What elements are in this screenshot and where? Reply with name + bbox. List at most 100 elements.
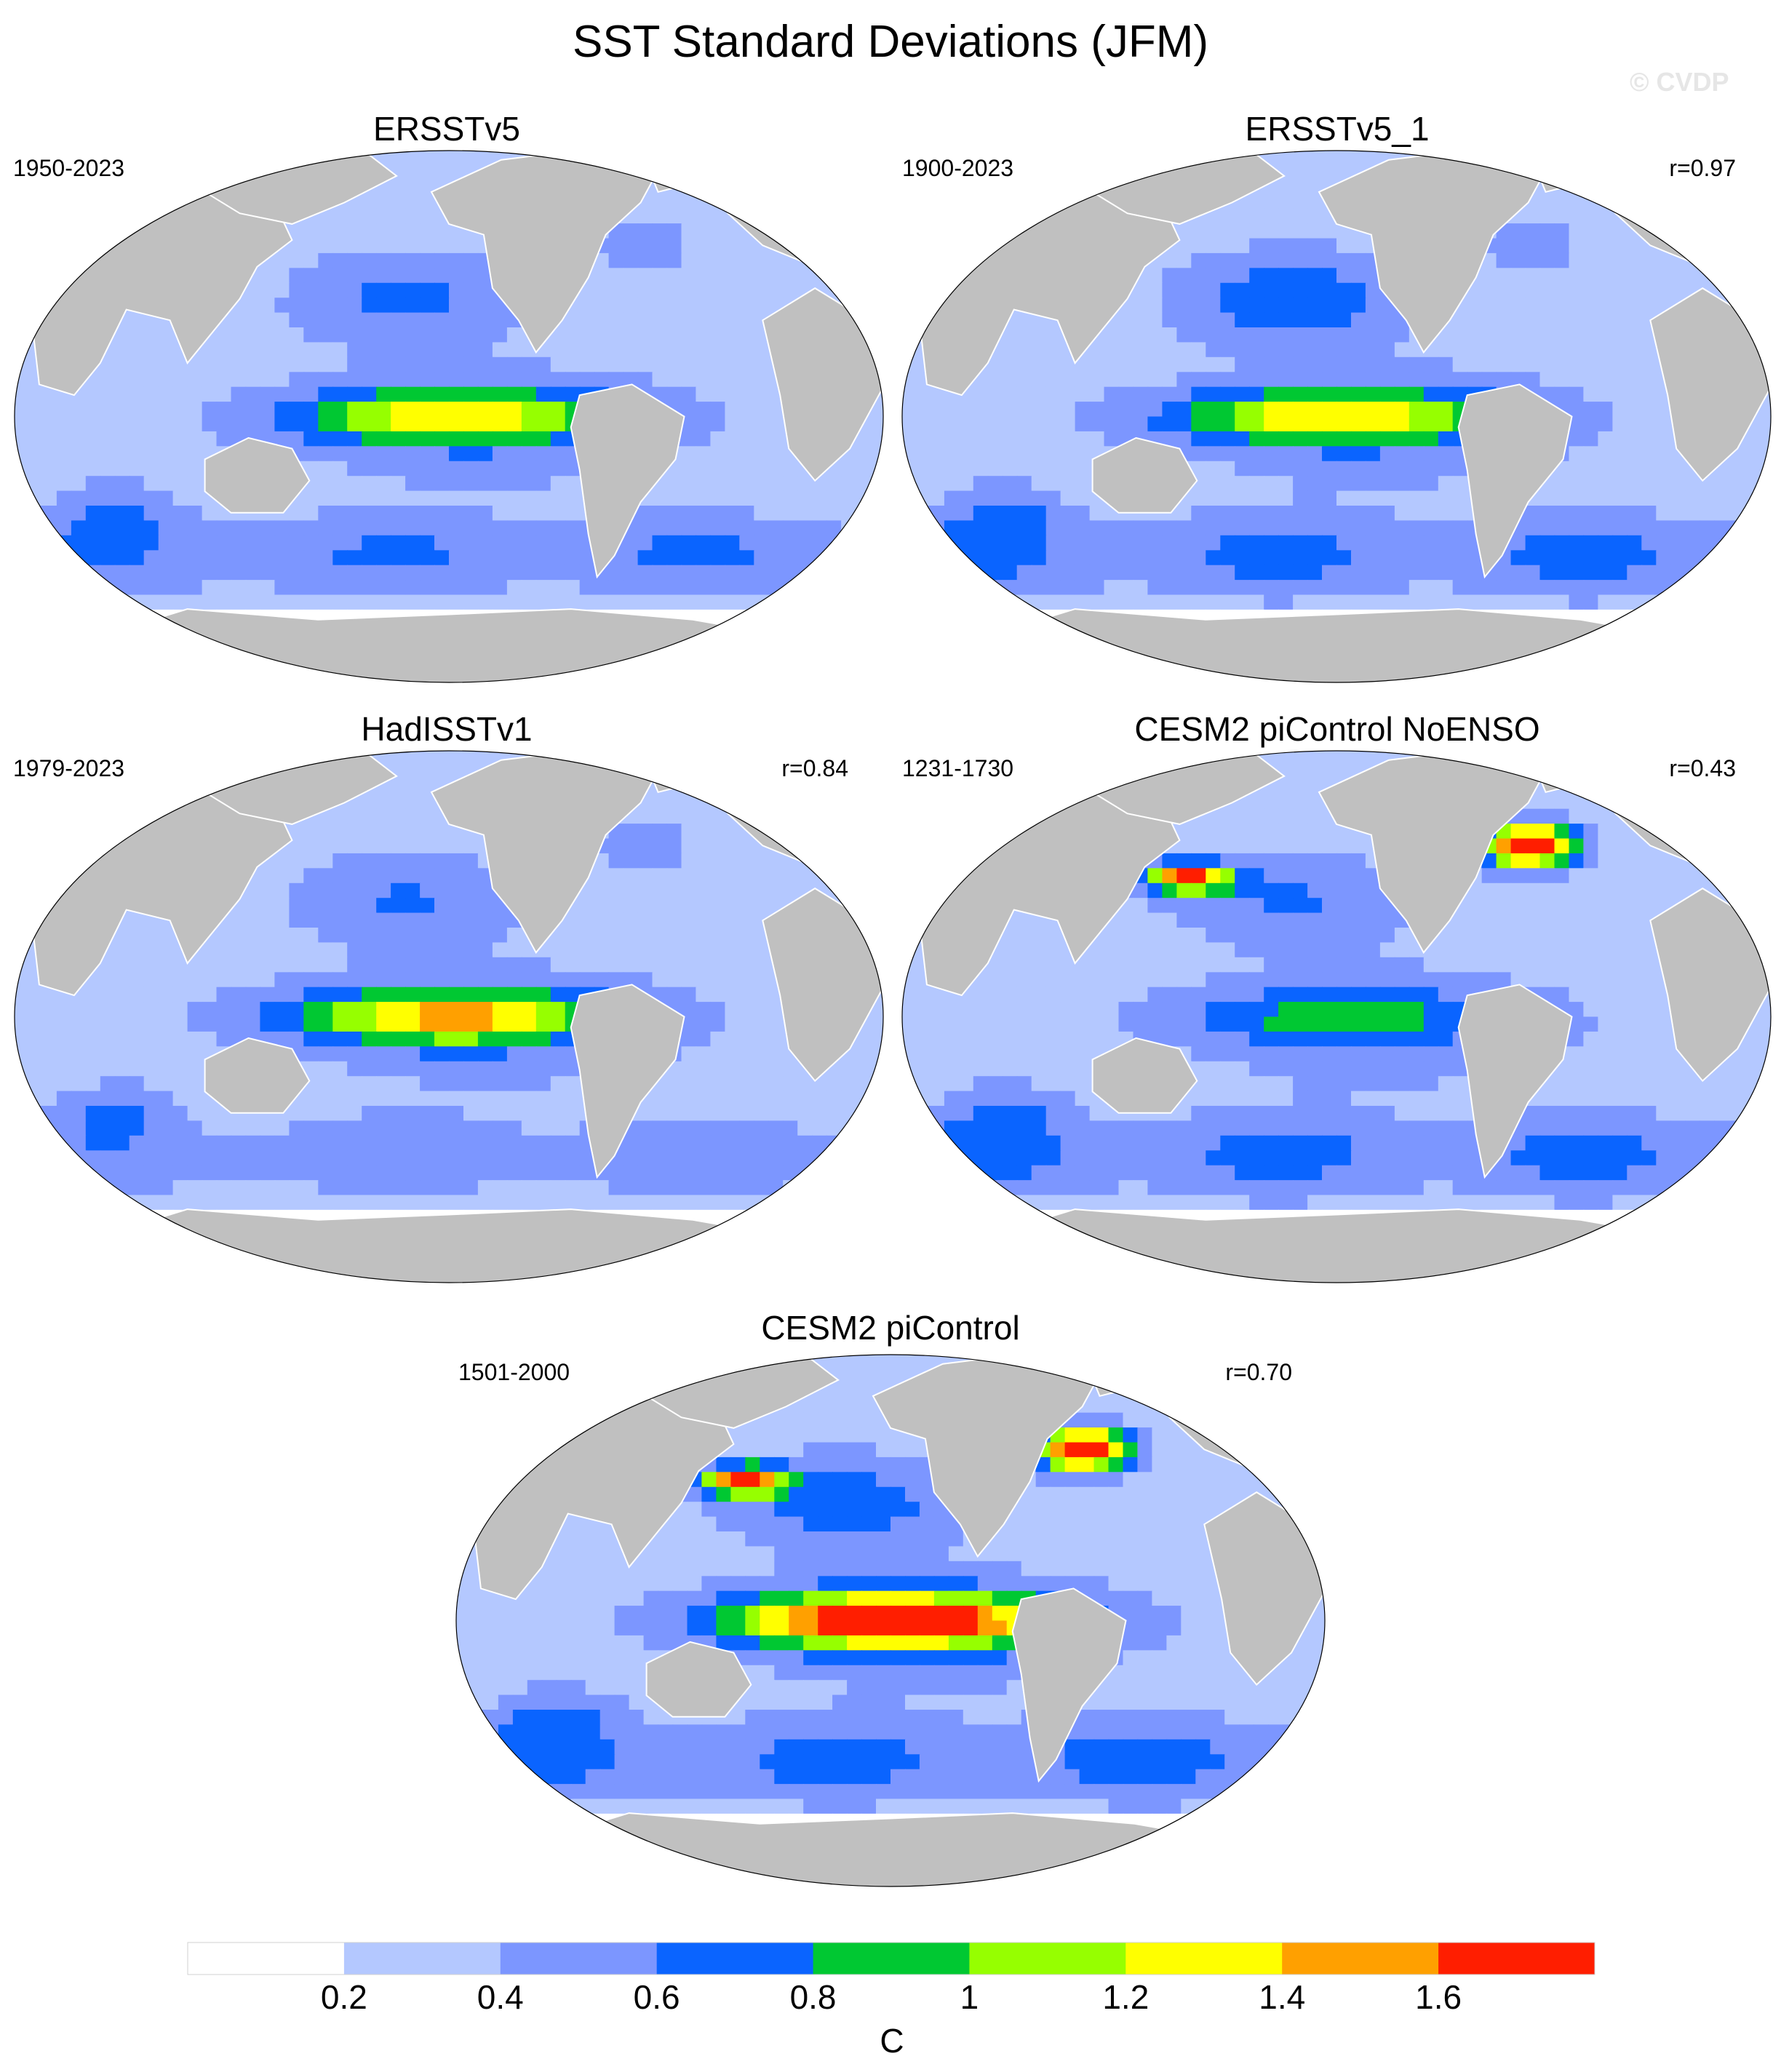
sst-cell	[1249, 386, 1264, 402]
sst-cell	[1583, 194, 1599, 210]
sst-cell	[477, 520, 493, 536]
sst-cell	[797, 506, 813, 522]
sst-cell	[391, 327, 406, 343]
sst-cell	[56, 669, 72, 682]
sst-cell	[71, 808, 87, 824]
sst-cell	[1598, 476, 1614, 492]
sst-cell	[1569, 594, 1585, 610]
sst-cell	[318, 416, 334, 432]
sst-cell	[15, 838, 28, 854]
sst-cell	[666, 853, 682, 869]
sst-cell	[696, 794, 712, 810]
sst-cell	[71, 151, 87, 165]
sst-cell	[973, 565, 989, 581]
sst-field	[15, 151, 883, 682]
sst-cell	[652, 882, 668, 898]
sst-cell	[449, 565, 464, 581]
sst-cell	[725, 252, 741, 269]
sst-cell	[1351, 268, 1366, 284]
sst-cell	[1612, 431, 1628, 447]
sst-cell	[1176, 431, 1192, 447]
sst-cell	[1264, 476, 1279, 492]
sst-cell	[71, 164, 87, 180]
sst-cell	[143, 624, 159, 640]
sst-cell	[100, 416, 116, 432]
sst-cell	[158, 151, 174, 165]
sst-cell	[1758, 550, 1771, 566]
sst-cell	[812, 868, 827, 884]
sst-cell	[841, 550, 856, 566]
sst-cell	[929, 476, 945, 492]
sst-cell	[652, 824, 668, 840]
sst-cell	[1235, 506, 1250, 522]
sst-cell	[841, 461, 856, 477]
sst-cell	[1583, 208, 1599, 224]
sst-cell	[1438, 506, 1454, 522]
sst-cell	[1496, 312, 1512, 328]
sst-cell	[768, 506, 784, 522]
sst-cell	[434, 882, 450, 898]
sst-cell	[420, 342, 435, 358]
sst-cell	[1409, 356, 1425, 372]
sst-cell	[768, 654, 784, 670]
sst-cell	[1162, 416, 1178, 432]
sst-cell	[1438, 594, 1454, 610]
sst-cell	[405, 853, 421, 869]
sst-cell	[1278, 312, 1294, 328]
sst-cell	[565, 490, 581, 506]
sst-cell	[608, 898, 624, 914]
sst-cell	[376, 853, 391, 869]
sst-cell	[710, 594, 726, 610]
sst-cell	[1365, 580, 1381, 596]
sst-cell	[245, 356, 261, 372]
sst-cell	[71, 208, 87, 224]
sst-cell	[797, 594, 813, 610]
sst-cell	[1729, 476, 1744, 492]
sst-cell	[1598, 223, 1614, 239]
sst-cell	[623, 838, 639, 854]
sst-cell	[1758, 194, 1771, 210]
sst-cell	[550, 565, 566, 581]
sst-cell	[362, 824, 377, 840]
sst-cell	[841, 476, 856, 492]
map-outline	[14, 150, 884, 683]
sst-cell	[594, 372, 610, 388]
sst-cell	[1031, 669, 1047, 682]
sst-cell	[1641, 252, 1657, 269]
sst-cell	[463, 461, 479, 477]
sst-cell	[783, 654, 798, 670]
sst-cell	[289, 580, 305, 596]
sst-cell	[1758, 654, 1771, 670]
sst-cell	[1758, 252, 1771, 269]
sst-cell	[449, 838, 464, 854]
sst-cell	[652, 794, 668, 810]
sst-cell	[725, 882, 741, 898]
sst-cell	[1351, 151, 1366, 165]
sst-cell	[1510, 312, 1526, 328]
sst-cell	[362, 580, 377, 596]
sst-cell	[1002, 327, 1018, 343]
sst-cell	[41, 624, 57, 640]
sst-cell	[274, 882, 290, 898]
sst-cell	[681, 838, 697, 854]
sst-cell	[100, 194, 116, 210]
sst-cell	[1016, 594, 1032, 610]
sst-cell	[420, 268, 435, 284]
sst-cell	[812, 751, 827, 765]
sst-cell	[902, 298, 916, 314]
sst-cell	[1627, 609, 1643, 626]
sst-cell	[1293, 238, 1308, 254]
sst-cell	[1031, 446, 1047, 462]
sst-cell	[405, 594, 421, 610]
sst-cell	[1714, 178, 1729, 194]
sst-cell	[172, 416, 188, 432]
sst-cell	[245, 372, 261, 388]
sst-cell	[1496, 282, 1512, 298]
sst-cell	[666, 868, 682, 884]
sst-cell	[797, 151, 813, 165]
sst-cell	[1206, 535, 1222, 551]
sst-cell	[391, 282, 406, 298]
sst-cell	[289, 223, 305, 239]
sst-cell	[958, 609, 974, 626]
sst-cell	[902, 490, 916, 506]
